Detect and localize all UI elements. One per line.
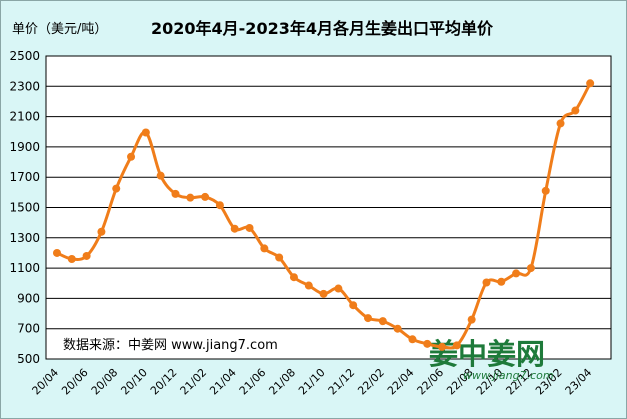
data-point [275,253,284,262]
data-point [349,301,358,310]
watermark-url: www.jiang7.com [463,369,554,382]
data-point [378,317,387,326]
data-point [512,269,521,278]
data-point [482,278,491,287]
y-tick-label: 1300 [9,231,40,245]
data-point [156,171,165,180]
data-point [127,152,136,161]
x-tick-label: 21/02 [178,366,210,398]
data-point [452,341,461,350]
data-point [556,119,565,128]
x-tick-label: 22/02 [355,366,387,398]
watermark-brand: 姜中姜网 [429,337,545,371]
data-point [438,342,447,351]
y-tick-label: 1500 [9,201,40,215]
y-tick-label: 500 [17,352,40,366]
y-tick-label: 1900 [9,140,40,154]
data-point [82,251,91,260]
y-tick-label: 1700 [9,170,40,184]
source-note: 数据来源：中姜网 www.jiang7.com [63,338,278,353]
data-point [171,189,180,198]
data-point [393,324,402,333]
x-tick-label: 23/04 [563,366,595,398]
x-tick-label: 21/12 [326,366,358,398]
data-point [201,192,210,201]
x-tick-label: 20/10 [118,366,150,398]
data-point [112,184,121,193]
data-point [245,223,254,232]
data-point [230,224,239,233]
y-tick-label: 1100 [9,261,40,275]
data-point [364,314,373,323]
x-tick-label: 20/12 [148,366,180,398]
data-point [289,273,298,282]
data-point [141,128,150,137]
data-point [541,186,550,195]
data-point [67,255,76,264]
data-point [408,335,417,344]
data-point [423,339,432,348]
y-tick-label: 2300 [9,79,40,93]
data-point [497,277,506,286]
data-point [571,106,580,115]
x-tick-label: 20/08 [89,366,121,398]
x-tick-label: 20/04 [30,366,62,398]
data-point [215,201,224,210]
data-point [304,281,313,290]
x-tick-label: 21/04 [207,366,239,398]
watermark-logo: 姜中姜网 www.jiang7.com [429,337,554,382]
data-point [334,284,343,293]
chart-title: 2020年4月-2023年4月各月生姜出口平均单价 [151,19,493,38]
data-point [467,315,476,324]
y-tick-label: 2100 [9,110,40,124]
x-tick-label: 20/06 [59,366,91,398]
data-point [97,227,106,236]
data-points [53,79,595,351]
x-tick-label: 21/06 [237,366,269,398]
data-point [526,264,535,273]
data-point [319,289,328,298]
y-tick-label: 2500 [9,49,40,63]
y-axis: 500 700 900 1100 1300 1500 1700 1900 2100 2300 250… [9,49,40,366]
x-tick-label: 21/10 [296,366,328,398]
gridlines [46,85,611,330]
x-tick-label: 22/04 [385,366,417,398]
x-tick-label: 21/08 [266,366,298,398]
y-tick-label: 900 [17,291,40,305]
data-point [586,79,595,88]
unit-label: 单价（美元/吨） [12,22,108,37]
data-point [260,244,269,253]
data-point [186,193,195,202]
data-point [53,248,61,257]
y-tick-label: 700 [17,322,40,336]
